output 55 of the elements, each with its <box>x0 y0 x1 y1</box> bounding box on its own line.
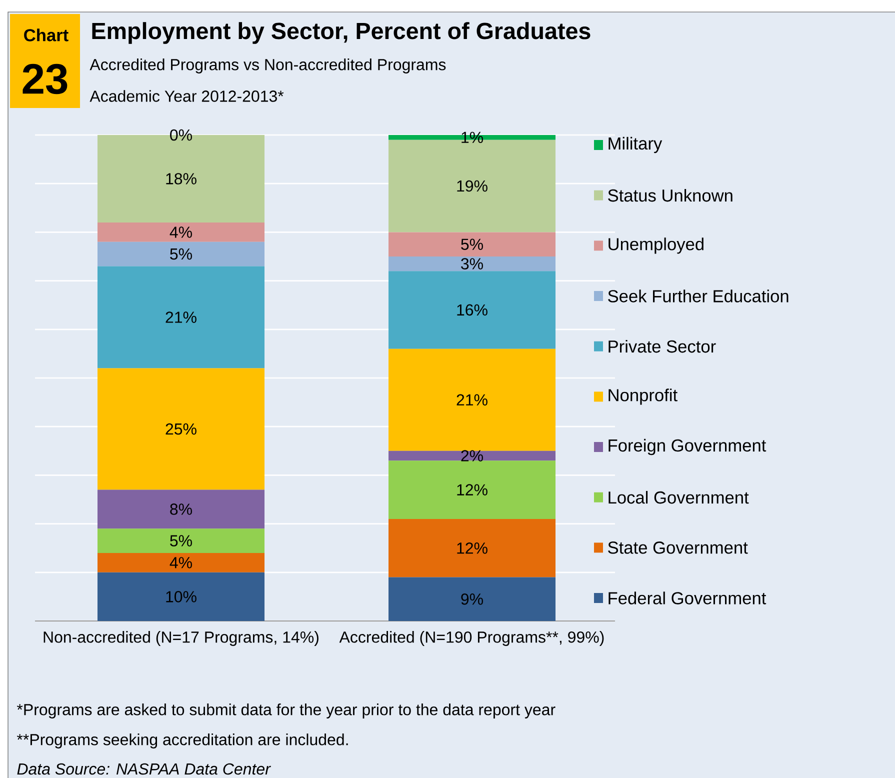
text: **Programs seeking accreditation are included. <box>16 734 348 748</box>
data-label: 3% <box>461 258 483 270</box>
text: *Programs are asked to submit data for the year prior to the data report year <box>16 704 556 718</box>
bar <box>97 490 265 529</box>
data-label: 21% <box>456 394 488 406</box>
bar <box>97 368 265 490</box>
data-label: 0% <box>170 129 192 141</box>
text: Data Source: NASPAA Data Center <box>17 763 271 775</box>
data-label: 2% <box>461 450 483 462</box>
data-label: 21% <box>166 312 196 323</box>
data-label: 5% <box>170 248 192 260</box>
bar <box>388 460 556 519</box>
data-label: 4% <box>170 226 192 238</box>
text: Academic Year 2012-2013* <box>90 90 284 102</box>
bar <box>97 572 265 621</box>
legend-label: Private Sector <box>608 340 716 353</box>
bar <box>388 518 556 578</box>
legend-label: Unemployed <box>608 238 704 254</box>
legend-label: Foreign Government <box>608 438 766 456</box>
data-label: 4% <box>170 557 192 568</box>
bar <box>97 242 265 266</box>
bar <box>97 222 265 242</box>
bar <box>388 348 556 451</box>
chart-title: Employment by Sector, Percent of Graduates <box>92 22 590 44</box>
data-label: 12% <box>457 542 488 554</box>
legend-label: Federal Government <box>608 592 766 604</box>
legend-label: Local Government <box>608 490 749 504</box>
legend-label: Military <box>608 136 662 154</box>
legend-label: Nonprofit <box>608 388 678 405</box>
bar <box>97 528 265 553</box>
legend-label: State Government <box>608 542 748 554</box>
bar <box>97 266 265 368</box>
data-label: 10% <box>166 591 196 602</box>
chart-subtitle: Accredited Programs vs Non-accredited Programs <box>90 58 446 74</box>
data-label: 19% <box>457 180 488 192</box>
x-tick-label: Accredited (N=190 Programs**, 99%) <box>339 631 604 646</box>
bar <box>388 271 556 349</box>
data-label: 9% <box>461 593 483 605</box>
data-label: 18% <box>166 173 196 184</box>
data-label: 25% <box>166 423 196 435</box>
text: 23 <box>22 64 68 94</box>
data-label: 5% <box>170 535 192 546</box>
data-label: 12% <box>457 484 488 496</box>
data-label: 16% <box>457 304 488 316</box>
data-label: 8% <box>170 504 192 515</box>
bar <box>388 577 556 621</box>
bar <box>388 450 556 461</box>
data-label: 5% <box>461 238 483 250</box>
legend-label: Seek Further Education <box>608 290 788 302</box>
x-tick-label: Non-accredited (N=17 Programs, 14%) <box>44 631 318 646</box>
bar <box>388 232 556 256</box>
bar <box>388 256 556 272</box>
bar <box>97 552 265 572</box>
legend-label: Status Unknown <box>608 188 732 202</box>
text: Chart <box>24 28 68 42</box>
